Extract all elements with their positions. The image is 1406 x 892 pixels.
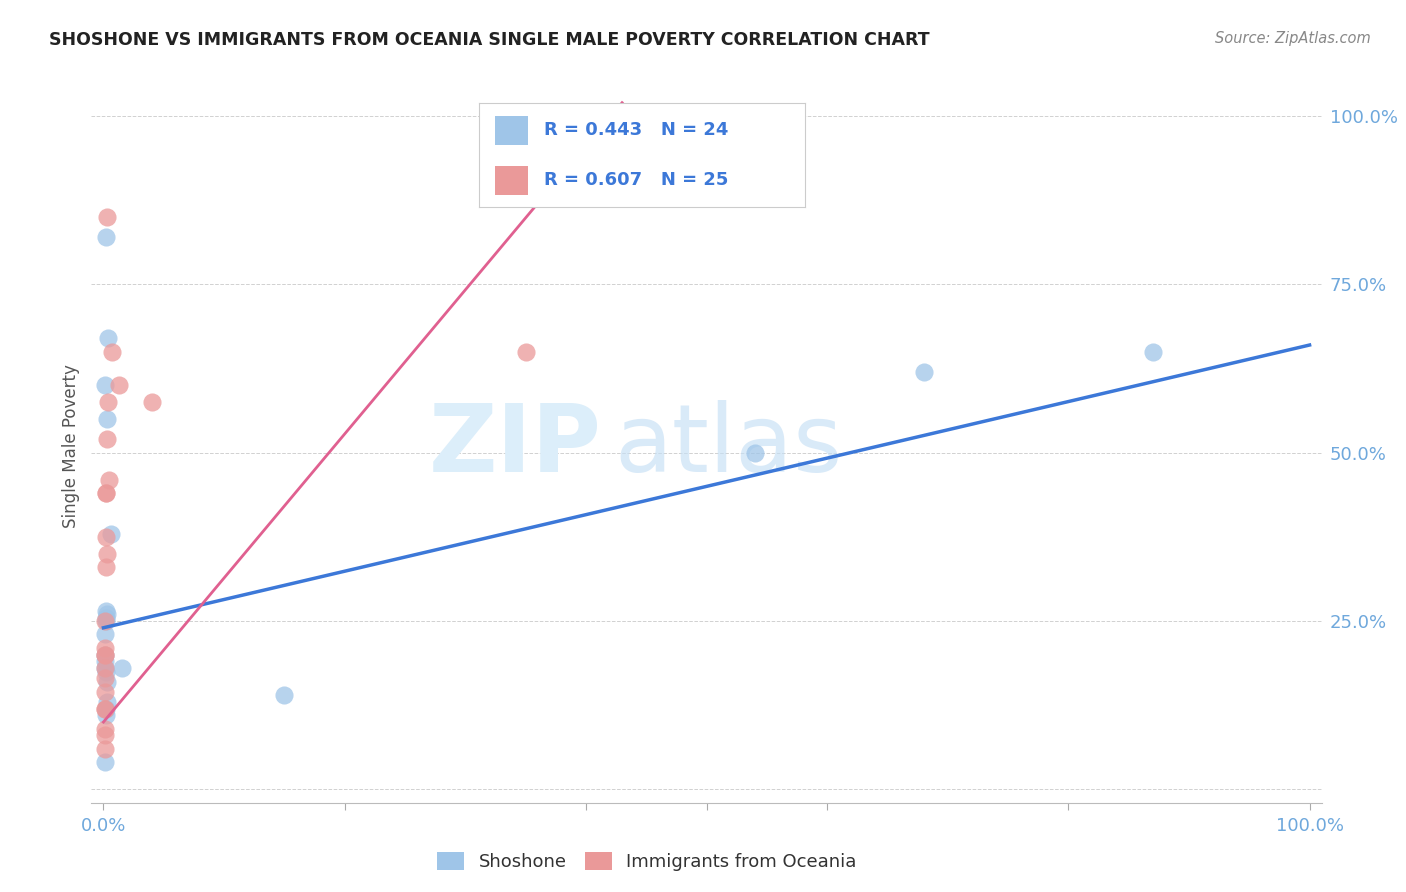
Point: [101, 344, 124, 359]
Point: [93, 661, 115, 675]
Point: [94, 560, 117, 574]
Text: SHOSHONE VS IMMIGRANTS FROM OCEANIA SINGLE MALE POVERTY CORRELATION CHART: SHOSHONE VS IMMIGRANTS FROM OCEANIA SING…: [49, 31, 929, 49]
Point: [94, 610, 117, 624]
Point: [93, 722, 115, 736]
Point: [96, 607, 118, 622]
Point: [100, 526, 122, 541]
Point: [93, 701, 115, 715]
Point: [93, 614, 115, 628]
Point: [94, 486, 117, 500]
Point: [1142, 344, 1164, 359]
Point: [94, 665, 117, 679]
Point: [93, 648, 115, 662]
Point: [93, 627, 115, 641]
Point: [96, 547, 118, 561]
Point: [93, 671, 115, 685]
Point: [94, 530, 117, 544]
Point: [93, 661, 115, 675]
Point: [744, 446, 766, 460]
Point: [93, 729, 115, 743]
Point: [93, 701, 115, 715]
Point: [94, 230, 117, 244]
Point: [98, 473, 121, 487]
Point: [93, 684, 115, 698]
Point: [93, 742, 115, 756]
Point: [96, 432, 118, 446]
Point: [94, 604, 117, 618]
Point: [93, 378, 115, 392]
Point: [93, 655, 115, 669]
Point: [96, 210, 118, 224]
Point: [96, 695, 118, 709]
Text: Source: ZipAtlas.com: Source: ZipAtlas.com: [1215, 31, 1371, 46]
Point: [141, 395, 163, 409]
Point: [912, 365, 935, 379]
Point: [97, 395, 120, 409]
Text: atlas: atlas: [614, 400, 842, 492]
Text: ZIP: ZIP: [429, 400, 602, 492]
Point: [108, 378, 131, 392]
Point: [97, 331, 120, 345]
Point: [94, 708, 117, 723]
Point: [96, 412, 118, 426]
Point: [93, 648, 115, 662]
Point: [93, 648, 115, 662]
Y-axis label: Single Male Poverty: Single Male Poverty: [62, 364, 80, 528]
Point: [94, 701, 117, 715]
Point: [96, 674, 118, 689]
Point: [110, 661, 132, 675]
Point: [94, 486, 117, 500]
Point: [93, 640, 115, 655]
Point: [94, 614, 117, 628]
Point: [515, 344, 537, 359]
Legend: Shoshone, Immigrants from Oceania: Shoshone, Immigrants from Oceania: [430, 845, 863, 879]
Point: [93, 756, 115, 770]
Point: [273, 688, 295, 702]
